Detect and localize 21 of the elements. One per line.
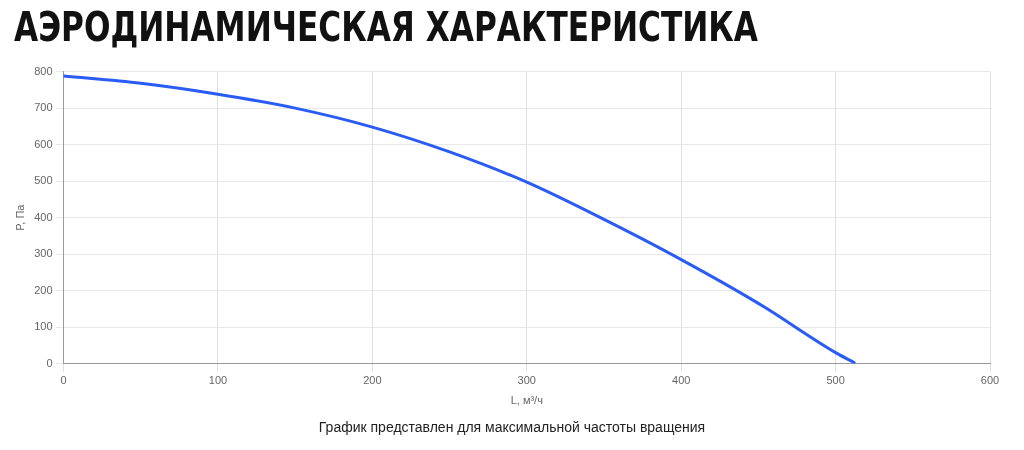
x-tick-label: 400 [672,374,691,387]
y-tick-label: 0 [46,356,53,369]
y-tick-label: 400 [34,210,53,223]
x-tick-label: 200 [363,374,382,387]
y-tick-label: 700 [34,101,53,114]
x-tick-label: 0 [60,374,67,387]
x-tick-label: 500 [826,374,845,387]
x-tick-label: 600 [980,374,1000,387]
y-tick-label: 800 [34,64,53,77]
text: График представлен для максимальной частоты вращения [317,419,707,435]
y-tick-label: 500 [34,174,53,187]
y-tick-label: 200 [34,283,53,296]
y-tick-label: 600 [34,137,53,150]
y-tick-label: 300 [34,247,53,260]
y-tick-label: 100 [34,320,53,333]
line-series [63,74,856,364]
x-tick-label: 100 [208,374,228,387]
x-tick-label: 300 [517,374,536,387]
x-axis-title: L, м³/ч [510,394,543,407]
chart-title: АЭРОДИНАМИЧЕСКАЯ ХАРАКТЕРИСТИКА [14,4,758,50]
y-axis-title: P, Па [13,203,26,231]
